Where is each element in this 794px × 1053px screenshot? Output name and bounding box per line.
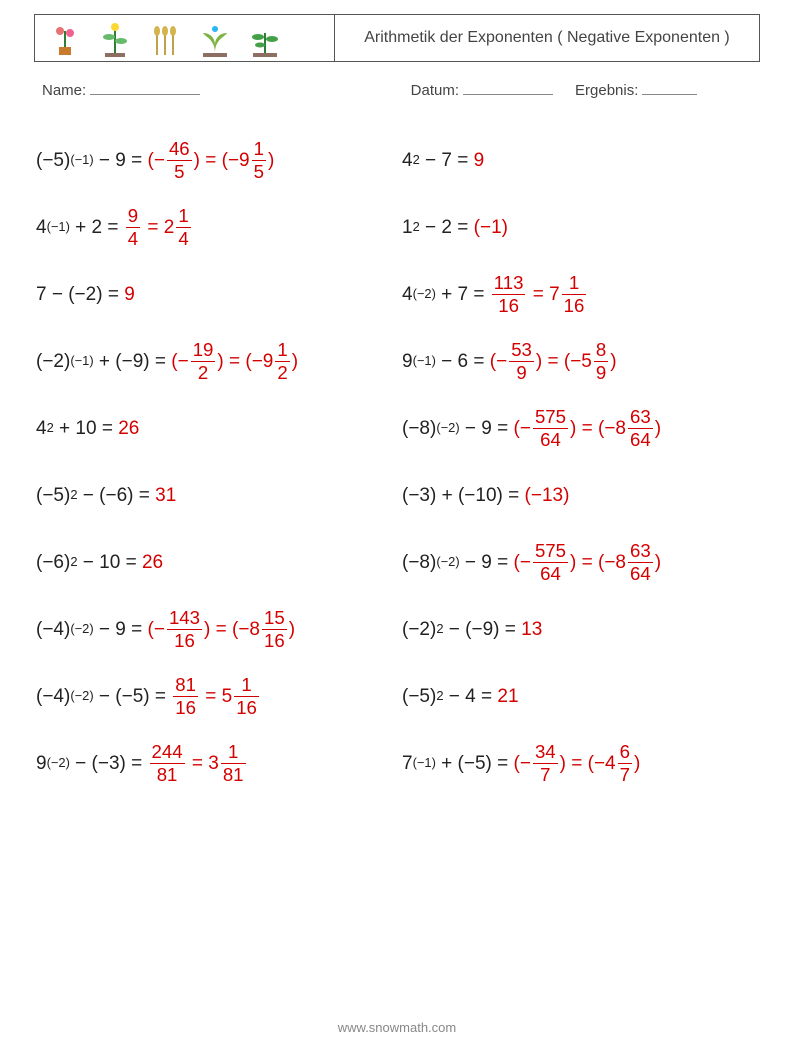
problem-row: (−2)2 − (−9) = 13 (402, 596, 758, 663)
result-blank[interactable] (642, 80, 697, 95)
problem-row: (−4)(−2) − (−5) = 8116 = 5116 (36, 663, 392, 730)
plant-icon (45, 19, 85, 59)
expression: 4(−1) + 2 = 94 = 214 (36, 206, 193, 248)
problem-row: (−5)(−1) − 9 = (−465) = (−915) (36, 127, 392, 194)
problem-row: (−8)(−2) − 9 = (−57564) = (−86364) (402, 529, 758, 596)
problem-row: (−5)2 − 4 = 21 (402, 663, 758, 730)
expression: (−3) + (−10) = (−13) (402, 485, 569, 507)
expression: 9(−2) − (−3) = 24481 = 3181 (36, 742, 248, 784)
problem-row: 7 − (−2) = 9 (36, 261, 392, 328)
wheat-icon (145, 19, 185, 59)
expression: (−4)(−2) − 9 = (−14316) = (−81516) (36, 608, 295, 650)
expression: 7(−1) + (−5) = (−347) = (−467) (402, 742, 640, 784)
plant-icon (95, 19, 135, 59)
name-blank[interactable] (90, 80, 200, 95)
problems-grid: (−5)(−1) − 9 = (−465) = (−915) 4(−1) + 2 … (36, 127, 758, 797)
expression: (−4)(−2) − (−5) = 8116 = 5116 (36, 675, 261, 717)
name-label: Name: (42, 82, 86, 99)
problem-row: 9(−1) − 6 = (−539) = (−589) (402, 328, 758, 395)
problem-row: 4(−1) + 2 = 94 = 214 (36, 194, 392, 261)
worksheet-page: Arithmetik der Exponenten ( Negative Exp… (0, 0, 794, 797)
date-blank[interactable] (463, 80, 553, 95)
expression: (−6)2 − 10 = 26 (36, 552, 163, 574)
problems-col-right: 42 − 7 = 9 12 − 2 = (−1) 4(−2) + 7 = 11316… (402, 127, 758, 797)
header: Arithmetik der Exponenten ( Negative Exp… (34, 14, 760, 62)
problem-row: 4(−2) + 7 = 11316 = 7116 (402, 261, 758, 328)
sprout-icon (195, 19, 235, 59)
problem-row: (−2)(−1) + (−9) = (−192) = (−912) (36, 328, 392, 395)
expression: 9(−1) − 6 = (−539) = (−589) (402, 340, 617, 382)
result-label: Ergebnis: (575, 82, 638, 99)
expression: (−2)2 − (−9) = 13 (402, 619, 542, 641)
expression: 7 − (−2) = 9 (36, 284, 135, 306)
footer-link[interactable]: www.snowmath.com (0, 1020, 794, 1035)
meta-row: Name: Datum: Ergebnis: (42, 80, 752, 99)
expression: 42 + 10 = 26 (36, 418, 139, 440)
expression: 12 − 2 = (−1) (402, 217, 508, 239)
problem-row: 42 + 10 = 26 (36, 395, 392, 462)
problem-row: 42 − 7 = 9 (402, 127, 758, 194)
problem-row: (−3) + (−10) = (−13) (402, 462, 758, 529)
problem-row: 12 − 2 = (−1) (402, 194, 758, 261)
problem-row: (−6)2 − 10 = 26 (36, 529, 392, 596)
expression: 4(−2) + 7 = 11316 = 7116 (402, 273, 588, 315)
date-label: Datum: (411, 82, 459, 99)
problem-row: (−8)(−2) − 9 = (−57564) = (−86364) (402, 395, 758, 462)
problem-row: 9(−2) − (−3) = 24481 = 3181 (36, 730, 392, 797)
expression: (−2)(−1) + (−9) = (−192) = (−912) (36, 340, 298, 382)
problem-row: (−4)(−2) − 9 = (−14316) = (−81516) (36, 596, 392, 663)
expression: 42 − 7 = 9 (402, 150, 484, 172)
worksheet-title: Arithmetik der Exponenten ( Negative Exp… (335, 15, 759, 61)
header-icons (35, 15, 335, 61)
expression: (−8)(−2) − 9 = (−57564) = (−86364) (402, 541, 661, 583)
problems-col-left: (−5)(−1) − 9 = (−465) = (−915) 4(−1) + 2 … (36, 127, 392, 797)
expression: (−8)(−2) − 9 = (−57564) = (−86364) (402, 407, 661, 449)
expression: (−5)(−1) − 9 = (−465) = (−915) (36, 139, 274, 181)
problem-row: (−5)2 − (−6) = 31 (36, 462, 392, 529)
sprout-icon (245, 19, 285, 59)
expression: (−5)2 − 4 = 21 (402, 686, 519, 708)
problem-row: 7(−1) + (−5) = (−347) = (−467) (402, 730, 758, 797)
expression: (−5)2 − (−6) = 31 (36, 485, 176, 507)
